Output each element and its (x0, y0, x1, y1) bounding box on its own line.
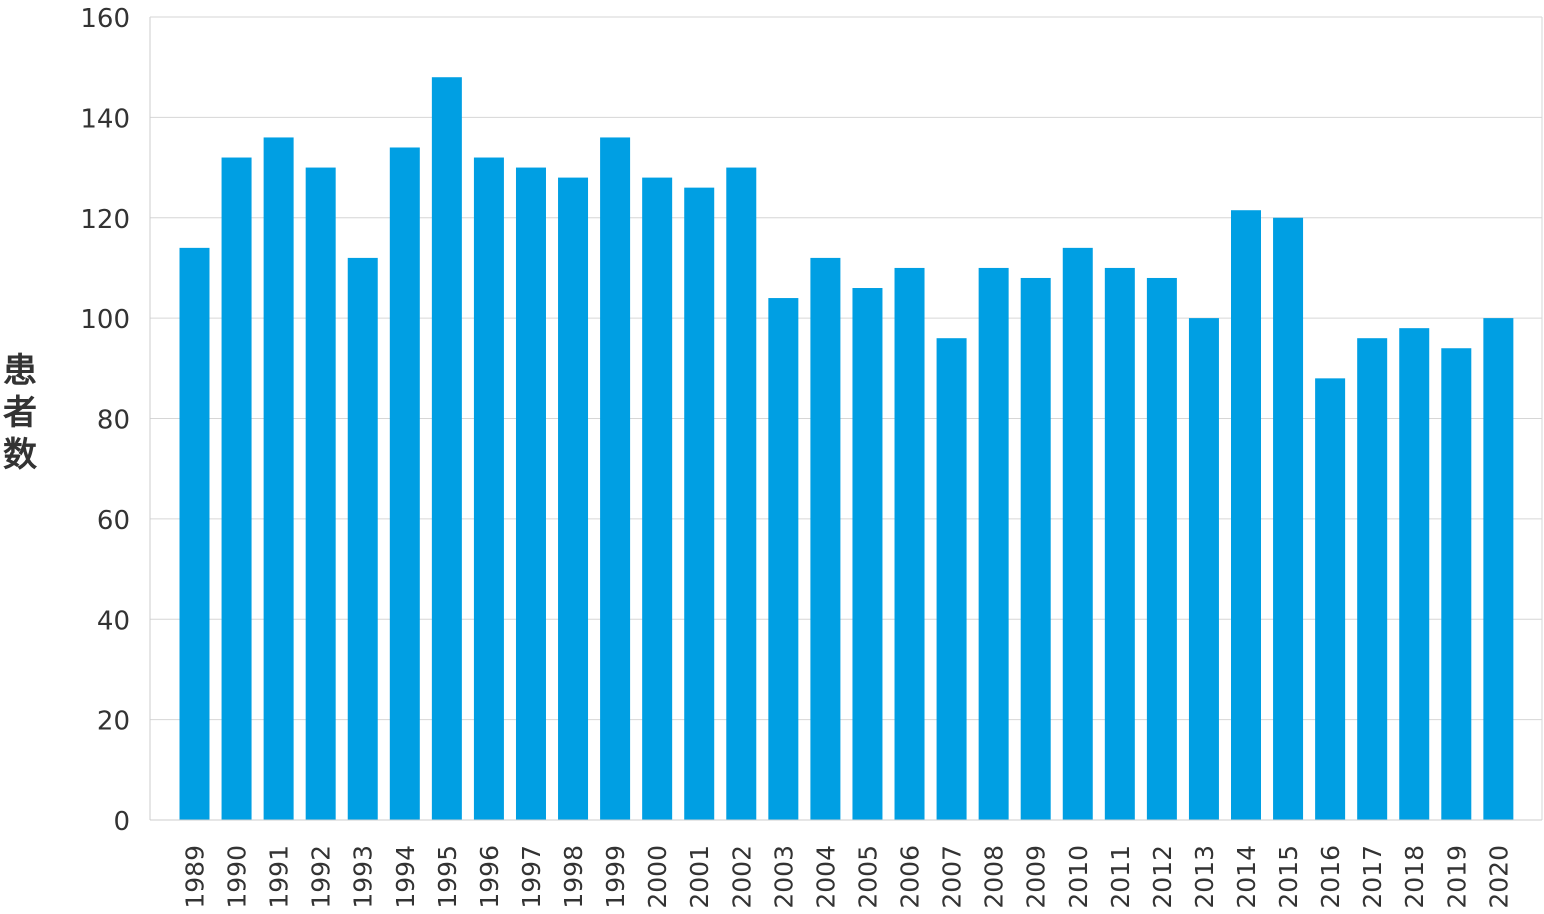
bar-1995 (431, 77, 462, 821)
y-tick-label: 40 (97, 606, 130, 636)
x-tick-label: 1989 (181, 845, 210, 909)
bar-2007 (936, 338, 967, 820)
y-tick-label: 140 (80, 104, 130, 134)
bar-2009 (1020, 277, 1051, 821)
y-tick-label: 20 (97, 707, 130, 737)
x-tick-label: 1993 (349, 845, 378, 909)
x-tick-label: 2006 (896, 845, 925, 909)
x-tick-label: 2017 (1358, 845, 1387, 909)
bars (179, 77, 1514, 821)
bar-2005 (852, 288, 883, 820)
x-tick-label: 2015 (1274, 845, 1303, 909)
x-tick-label: 2002 (727, 845, 756, 909)
y-tick-label: 80 (97, 406, 130, 436)
x-tick-label: 2005 (853, 845, 882, 909)
x-tick-label: 1994 (391, 845, 420, 909)
bar-2013 (1188, 318, 1219, 820)
bar-2019 (1441, 348, 1472, 820)
bar-1992 (305, 167, 336, 820)
bar-2014 (1231, 210, 1261, 821)
bar-1994 (389, 147, 420, 821)
y-tick-labels: 0 20 40 60 80 100 120 140 160 (80, 4, 130, 837)
bar-2000 (642, 177, 673, 821)
y-tick-label: 120 (80, 205, 130, 235)
y-tick-label: 160 (80, 4, 130, 34)
y-tick-label: 60 (97, 506, 130, 536)
y-axis-label-char-2: 者 (3, 393, 37, 433)
y-axis-label: 患 者 数 (0, 350, 40, 476)
x-tick-label: 2003 (769, 845, 798, 909)
x-tick-label: 2013 (1190, 845, 1219, 909)
bar-2002 (726, 167, 757, 820)
bar-2016 (1315, 378, 1346, 820)
y-tick-label: 100 (80, 305, 130, 335)
bar-2018 (1399, 328, 1430, 820)
plot-frame (149, 16, 1543, 821)
x-tick-label: 2014 (1232, 845, 1261, 909)
y-tick-label: 0 (113, 807, 130, 837)
x-tick-label: 1998 (559, 845, 588, 909)
bar-2011 (1104, 267, 1135, 820)
x-tick-label: 2010 (1064, 845, 1093, 909)
bar-1997 (515, 167, 546, 820)
bar-2004 (810, 257, 841, 820)
x-tick-labels: 1989 1990 1991 1992 1993 1994 1995 1996 1997 1998… (181, 845, 1514, 909)
bar-2015 (1273, 217, 1304, 820)
x-tick-label: 2016 (1316, 845, 1345, 909)
bar-2020 (1483, 318, 1514, 820)
x-tick-label: 1997 (517, 845, 546, 909)
x-tick-label: 1990 (223, 845, 252, 909)
bar-2006 (894, 267, 925, 820)
bar-1991 (263, 137, 294, 820)
x-tick-label: 2008 (980, 845, 1009, 909)
y-axis-label-char-3: 数 (3, 435, 37, 475)
x-tick-label: 2009 (1022, 845, 1051, 909)
x-tick-label: 1996 (475, 845, 504, 909)
bar-2001 (684, 187, 715, 820)
bar-2012 (1146, 277, 1177, 821)
x-tick-label: 2019 (1442, 845, 1471, 909)
bar-2008 (978, 267, 1009, 820)
bar-2010 (1062, 247, 1093, 821)
x-tick-label: 2011 (1106, 845, 1135, 909)
x-tick-label: 1992 (307, 845, 336, 909)
x-tick-label: 2001 (685, 845, 714, 909)
bar-1999 (600, 137, 631, 820)
x-tick-label: 2004 (811, 845, 840, 909)
x-tick-label: 1995 (433, 845, 462, 909)
y-axis-label-char-1: 患 (3, 351, 37, 391)
x-tick-label: 1999 (601, 845, 630, 909)
bar-1989 (179, 247, 210, 821)
bar-2017 (1357, 338, 1388, 820)
bar-1993 (347, 257, 378, 820)
bar-1990 (221, 157, 252, 820)
bar-2003 (768, 298, 799, 820)
bar-1998 (558, 177, 589, 821)
bar-1996 (473, 157, 504, 820)
x-tick-label: 2018 (1400, 845, 1429, 909)
x-tick-label: 2000 (643, 845, 672, 909)
x-tick-label: 2020 (1484, 845, 1513, 909)
x-tick-label: 2007 (938, 845, 967, 909)
x-tick-label: 1991 (265, 845, 294, 909)
x-tick-label: 2012 (1148, 845, 1177, 909)
